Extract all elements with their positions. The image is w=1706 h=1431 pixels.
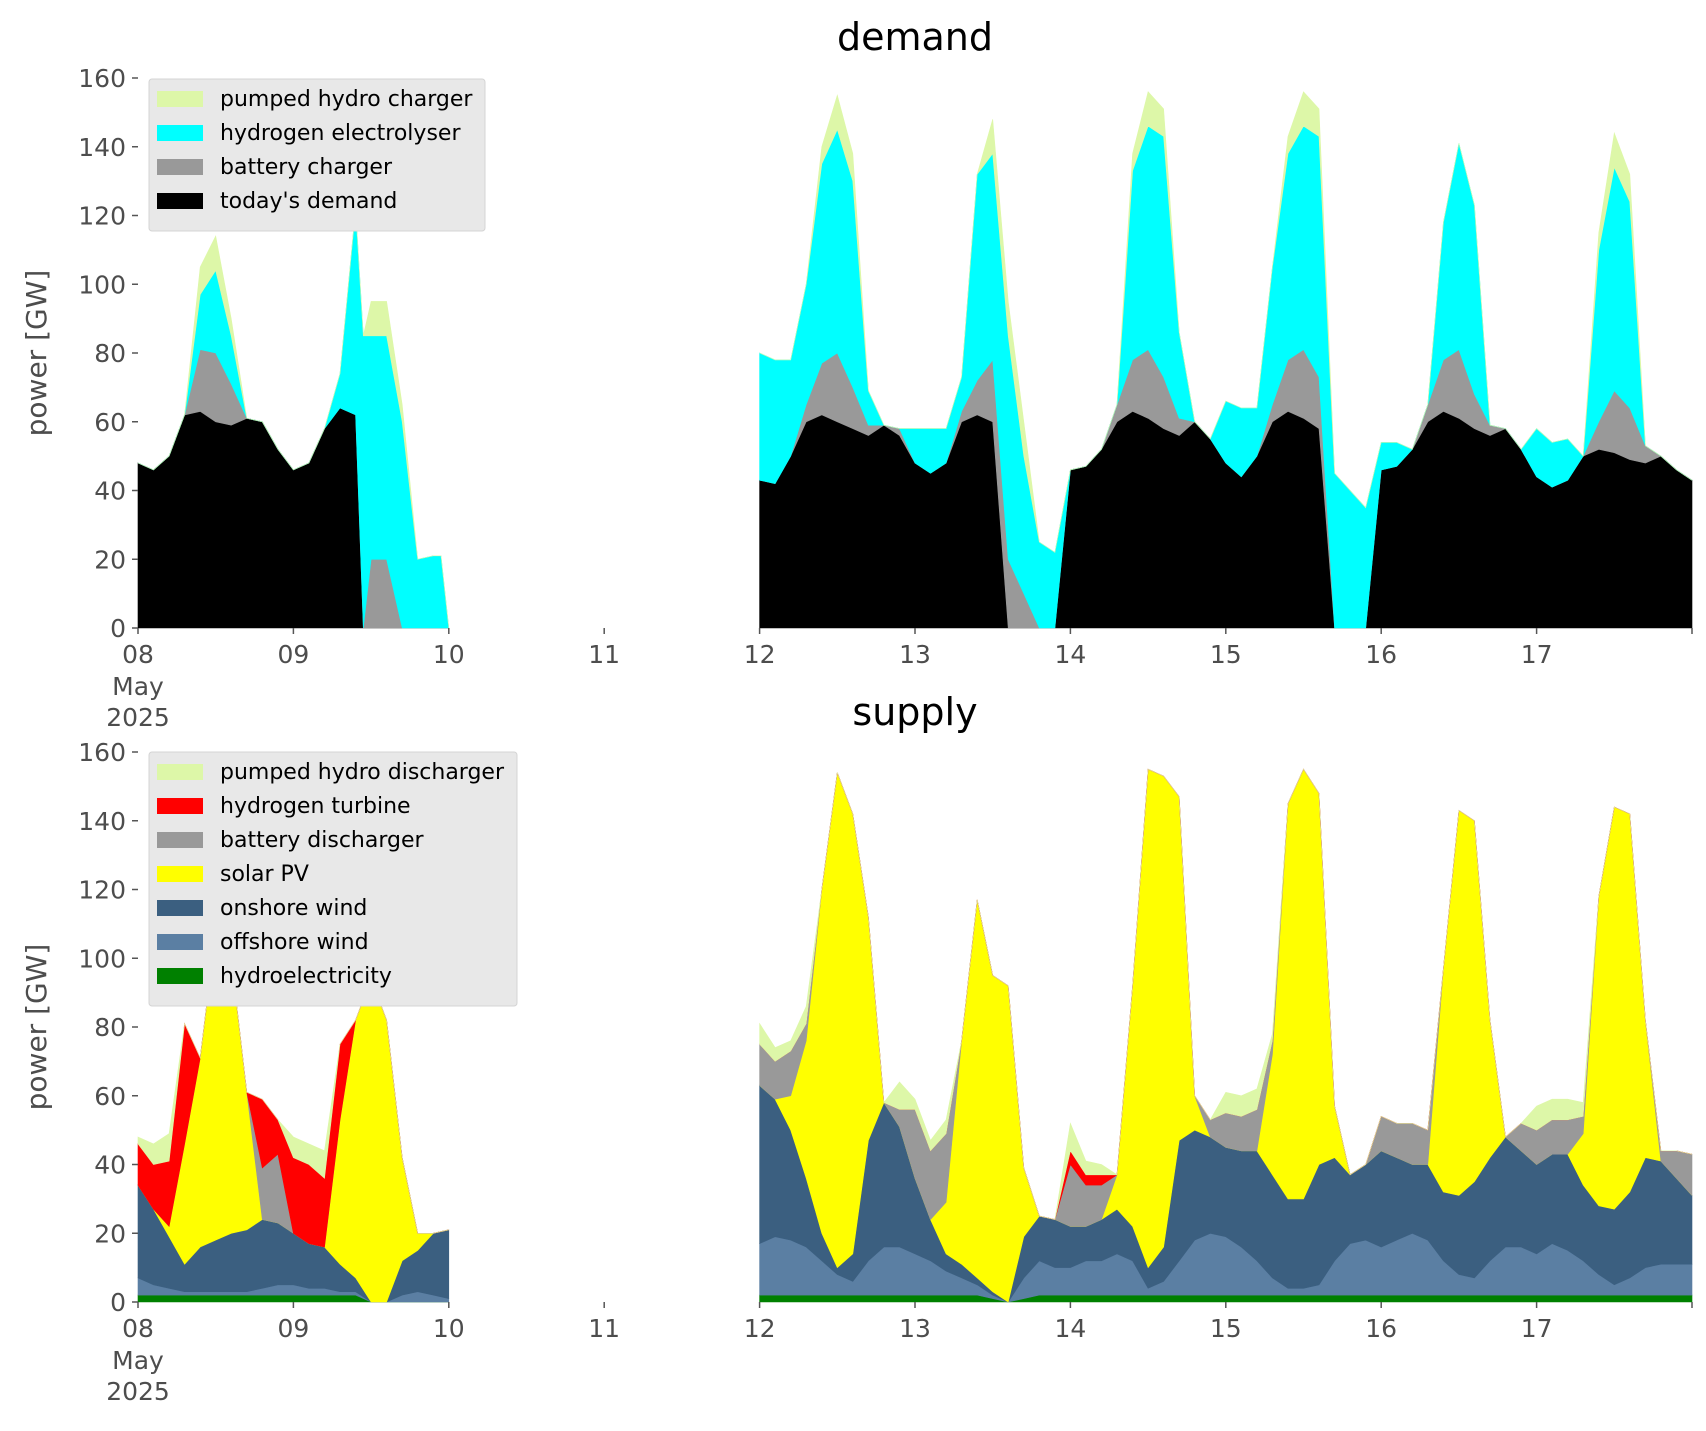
demand-panel: demand 0 20 40 60 80 100 120 140 160 power [GW] 08 M… [20,15,1693,732]
legend-box [148,78,486,232]
y-tick-label: 40 [94,477,126,506]
y-tick-label: 120 [78,202,126,231]
supply-legend: pumped hydro discharger hydrogen turbine b… [148,751,518,1007]
supply-title: supply [852,690,977,734]
legend-label-pumped-hydro-discharger: pumped hydro discharger [220,760,505,785]
x-tick-label: 10 [433,1314,465,1343]
y-tick-label: 120 [78,876,126,905]
supply-panel: supply 0 20 40 60 80 100 120 140 160 power [GW] 08 M… [20,690,1693,1406]
area-pumped-hydro-charger-seg1 [759,91,1693,553]
legend-label-today-s-demand: today's demand [220,189,397,214]
demand-areas [137,91,1693,629]
legend-label-battery-charger: battery charger [220,155,393,180]
y-tick-label: 60 [94,1082,126,1111]
x-tick-label: 13 [899,640,931,669]
legend-label-hydrogen-turbine: hydrogen turbine [220,794,411,819]
y-tick-label: 60 [94,408,126,437]
y-tick-label: 40 [94,1151,126,1180]
area-pumped-hydro-discharger-seg1 [759,768,1693,1220]
x-tick-label: 15 [1210,640,1242,669]
y-tick-label: 100 [78,270,126,299]
legend-swatch-pumped-hydro-discharger [157,764,203,780]
x-tick-sublabel: May [112,672,164,701]
legend-label-hydrogen-electrolyser: hydrogen electrolyser [220,121,461,146]
y-tick-label: 0 [110,1288,126,1317]
x-tick-label: 13 [899,1314,931,1343]
y-tick-label: 160 [78,738,126,767]
legend-swatch-hydrogen-electrolyser [157,125,203,141]
demand-y-axis: 0 20 40 60 80 100 120 140 160 power [GW] [20,64,138,643]
y-tick-label: 0 [110,614,126,643]
x-tick-label: 14 [1054,1314,1086,1343]
x-tick-label: 08 [122,640,154,669]
area-hydroelectricity-seg1 [759,1294,1693,1303]
x-tick-sublabel: 2025 [106,1377,170,1406]
y-tick-label: 160 [78,64,126,93]
legend-label-hydroelectricity: hydroelectricity [220,964,392,989]
y-tick-label: 80 [94,1013,126,1042]
legend-box [148,751,518,1007]
y-tick-label: 20 [94,545,126,574]
legend-label-battery-discharger: battery discharger [220,828,425,853]
supply-y-axis: 0 20 40 60 80 100 120 140 160 power [GW] [20,738,138,1317]
legend-swatch-hydrogen-turbine [157,798,203,814]
y-tick-label: 100 [78,944,126,973]
legend-label-solar-pv: solar PV [220,862,309,887]
x-tick-label: 17 [1521,1314,1553,1343]
x-tick-label: 17 [1521,640,1553,669]
legend-label-offshore-wind: offshore wind [220,930,369,955]
x-tick-label: 08 [122,1314,154,1343]
y-tick-label: 20 [94,1219,126,1248]
x-tick-label: 09 [277,1314,309,1343]
supply-areas [137,768,1693,1303]
demand-y-axis-label: power [GW] [20,270,53,437]
x-tick-label: 12 [744,1314,776,1343]
x-tick-label: 14 [1054,640,1086,669]
legend-swatch-battery-discharger [157,832,203,848]
supply-y-axis-label: power [GW] [20,944,53,1111]
legend-label-pumped-hydro-charger: pumped hydro charger [220,87,473,112]
x-tick-label: 12 [744,640,776,669]
x-tick-label: 11 [588,640,620,669]
legend-swatch-battery-charger [157,159,203,175]
x-tick-label: 09 [277,640,309,669]
legend-swatch-hydroelectricity [157,968,203,984]
demand-title: demand [837,15,993,59]
x-tick-label: 10 [433,640,465,669]
x-tick-sublabel: 2025 [106,703,170,732]
x-tick-label: 11 [588,1314,620,1343]
x-tick-label: 15 [1210,1314,1242,1343]
x-tick-label: 16 [1365,1314,1397,1343]
legend-swatch-pumped-hydro-charger [157,91,203,107]
legend-swatch-solar-pv [157,866,203,882]
x-tick-sublabel: May [112,1346,164,1375]
y-tick-label: 140 [78,807,126,836]
y-tick-label: 80 [94,339,126,368]
y-tick-label: 140 [78,133,126,162]
legend-label-onshore-wind: onshore wind [220,896,367,921]
legend-swatch-offshore-wind [157,934,203,950]
x-tick-label: 16 [1365,640,1397,669]
legend-swatch-today-s-demand [157,193,203,209]
demand-legend: pumped hydro charger hydrogen electrolyse… [148,78,486,232]
legend-swatch-onshore-wind [157,900,203,916]
